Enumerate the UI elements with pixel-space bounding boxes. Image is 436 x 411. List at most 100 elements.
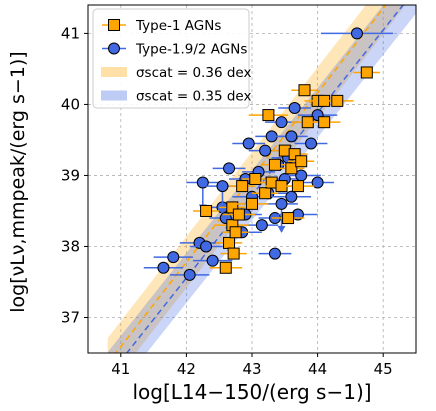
type2-marker — [288, 101, 301, 114]
data-point — [265, 197, 298, 233]
data-point — [320, 27, 394, 40]
type1-marker — [229, 226, 242, 239]
type2-marker — [216, 180, 229, 193]
type1-marker — [291, 180, 304, 193]
data-point — [294, 137, 328, 150]
type1-marker — [236, 180, 249, 193]
data-point — [212, 162, 246, 175]
type2-marker — [223, 162, 236, 175]
y-tick-label: 40 — [61, 95, 80, 113]
type1-marker — [318, 116, 331, 129]
type2-marker — [242, 137, 255, 150]
y-tick-label: 39 — [61, 166, 80, 184]
data-point — [235, 197, 269, 210]
type1-marker — [259, 187, 272, 200]
data-point — [291, 84, 318, 97]
data-point — [281, 180, 315, 193]
upper-limit-arrowhead — [218, 208, 227, 216]
data-point — [143, 261, 184, 274]
type1-marker — [285, 162, 298, 175]
data-point — [222, 208, 256, 221]
legend-entry: Type-1.9/2 AGNs — [102, 42, 247, 58]
data-point — [192, 204, 220, 217]
type1-marker — [288, 148, 301, 161]
type1-marker — [200, 204, 213, 217]
data-point — [353, 66, 380, 79]
type1-marker — [262, 109, 275, 122]
data-point — [281, 148, 308, 161]
x-tick-label: 45 — [374, 360, 393, 378]
data-point — [170, 268, 210, 281]
legend-label: σscat = 0.36 dex — [136, 65, 251, 81]
data-point — [271, 190, 312, 203]
data-point — [307, 116, 341, 129]
type1-marker — [360, 66, 373, 79]
type1-marker — [226, 201, 239, 214]
type2-marker — [183, 268, 196, 281]
axis-ticks: 41 42 43 44 45 37 38 39 40 41 — [61, 24, 393, 378]
type2-marker — [285, 190, 298, 203]
type1-marker — [295, 155, 308, 168]
data-point — [252, 187, 279, 200]
data-point — [222, 226, 249, 239]
type1-marker — [298, 84, 311, 97]
data-point — [278, 101, 312, 114]
x-tick-label: 43 — [242, 360, 261, 378]
fit-line — [125, 5, 404, 353]
type2-marker — [268, 247, 281, 260]
type1-marker — [219, 261, 232, 274]
type2-marker — [275, 116, 288, 129]
legend-label: σscat = 0.35 dex — [136, 89, 251, 105]
type1-marker — [268, 158, 281, 171]
legend-label: Type-1 AGNs — [135, 18, 221, 34]
type2-marker — [259, 144, 272, 157]
type2-marker — [350, 27, 363, 40]
data-point — [245, 219, 279, 232]
data-point — [219, 201, 246, 214]
legend-entry: Type-1 AGNs — [102, 18, 221, 34]
data-point — [153, 251, 193, 264]
legend: Type-1 AGNs Type-1.9/2 AGNs σscat = 0.36 d… — [92, 8, 251, 109]
data-point — [271, 212, 305, 225]
type2-marker — [285, 130, 298, 143]
legend-circle-marker — [108, 42, 120, 55]
data-point — [258, 247, 292, 260]
type2-marker — [305, 137, 318, 150]
y-axis-label: log[νLν,mmpeak/(erg s−1)] — [7, 51, 29, 312]
data-point — [261, 158, 289, 171]
legend-band-swatch — [101, 90, 127, 101]
type2-marker — [200, 240, 213, 253]
data-point — [220, 247, 247, 260]
data-point — [278, 162, 305, 175]
type1-marker — [282, 212, 295, 225]
x-tick-label: 41 — [111, 360, 130, 378]
type2-marker — [167, 251, 180, 264]
type1-marker — [223, 236, 236, 249]
legend-entry: σscat = 0.35 dex — [101, 89, 251, 105]
type2-marker — [311, 176, 324, 189]
type1-marker — [232, 208, 245, 221]
data-point — [248, 109, 289, 122]
data-point — [288, 155, 315, 168]
legend-label: Type-1.9/2 AGNs — [135, 42, 247, 58]
type2-marker — [157, 261, 170, 274]
data-points — [143, 27, 394, 281]
type2-marker — [206, 254, 219, 267]
x-tick-label: 42 — [177, 360, 196, 378]
data-point — [242, 173, 269, 185]
x-tick-label: 44 — [308, 360, 327, 378]
type1-marker — [246, 197, 258, 210]
legend-entry: σscat = 0.36 dex — [101, 65, 251, 81]
type2-marker — [275, 197, 288, 210]
type2-marker — [196, 176, 209, 189]
type1-marker — [227, 247, 240, 260]
data-point — [274, 130, 308, 143]
data-point — [229, 180, 256, 193]
data-point — [192, 254, 233, 267]
type2-marker — [255, 219, 268, 232]
upper-limit-arrowhead — [277, 225, 286, 233]
data-point — [189, 240, 223, 253]
y-tick-label: 37 — [61, 308, 80, 326]
legend-band-swatch — [101, 67, 127, 77]
